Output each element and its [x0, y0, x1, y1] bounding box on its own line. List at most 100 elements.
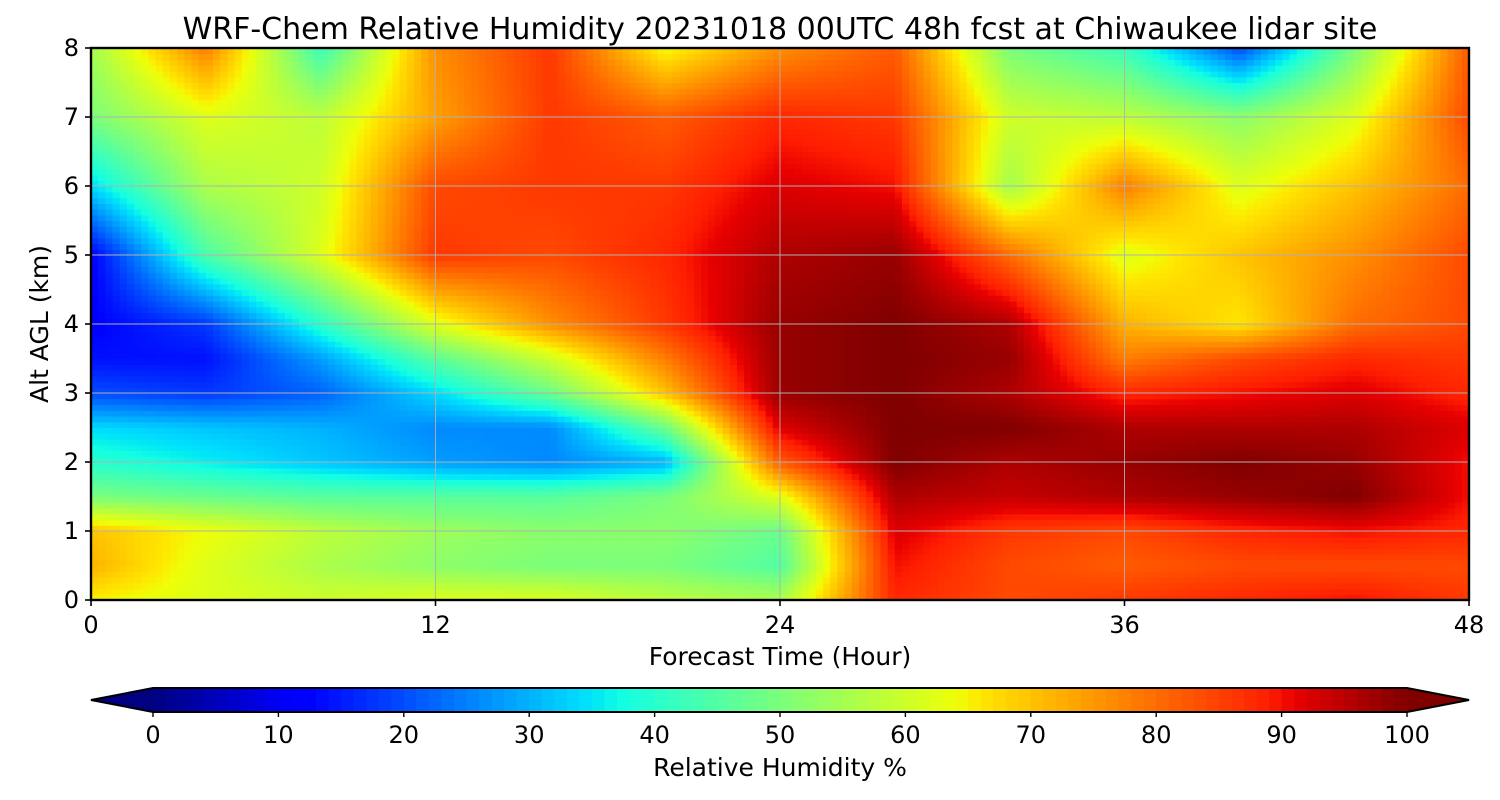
- heatmap-cell: [119, 272, 128, 279]
- heatmap-cell: [177, 496, 185, 503]
- heatmap-cell: [134, 157, 142, 164]
- heatmap-cell: [220, 191, 228, 199]
- heatmap-cell: [213, 243, 221, 250]
- heatmap-cell: [442, 324, 451, 331]
- heatmap-cell: [320, 577, 329, 584]
- heatmap-cell: [148, 82, 157, 89]
- heatmap-cell: [220, 462, 228, 469]
- heatmap-cell: [457, 536, 465, 544]
- heatmap-cell: [177, 594, 185, 600]
- heatmap-cell: [241, 347, 250, 354]
- heatmap-cell: [191, 65, 200, 72]
- heatmap-cell: [413, 341, 422, 348]
- heatmap-cell: [370, 341, 379, 348]
- heatmap-cell: [205, 186, 214, 193]
- heatmap-cell: [148, 283, 157, 291]
- heatmap-cell: [399, 140, 408, 147]
- heatmap-cell: [413, 191, 422, 199]
- heatmap-cell: [98, 375, 106, 383]
- heatmap-cell: [435, 71, 444, 78]
- heatmap-cell: [213, 180, 221, 187]
- heatmap-cell: [126, 306, 135, 314]
- heatmap-cell: [370, 456, 379, 463]
- heatmap-cell: [177, 375, 185, 383]
- heatmap-cell: [263, 324, 272, 331]
- heatmap-cell: [399, 398, 408, 406]
- heatmap-cell: [155, 347, 164, 354]
- heatmap-cell: [148, 565, 157, 572]
- heatmap-cell: [148, 490, 157, 498]
- heatmap-cell: [457, 341, 465, 348]
- heatmap-cell: [248, 65, 257, 72]
- heatmap-cell: [356, 594, 365, 600]
- heatmap-cell: [169, 548, 178, 555]
- heatmap-cell: [335, 421, 343, 429]
- heatmap-cell: [191, 490, 200, 498]
- heatmap-cell: [327, 496, 336, 503]
- heatmap-cell: [335, 341, 343, 348]
- heatmap-cell: [91, 410, 99, 417]
- heatmap-cell: [256, 151, 264, 158]
- heatmap-cell: [385, 163, 394, 170]
- heatmap-cell: [356, 513, 365, 521]
- heatmap-cell: [148, 145, 157, 153]
- heatmap-cell: [155, 531, 164, 538]
- heatmap-cell: [91, 232, 99, 239]
- heatmap-cell: [356, 163, 365, 170]
- heatmap-cell: [91, 220, 99, 227]
- heatmap-cell: [119, 548, 128, 555]
- heatmap-cell: [119, 381, 128, 388]
- heatmap-cell: [169, 140, 178, 147]
- heatmap-cell: [349, 519, 358, 526]
- heatmap-cell: [234, 329, 243, 337]
- heatmap-cell: [349, 203, 358, 210]
- heatmap-cell: [457, 496, 465, 503]
- heatmap-cell: [248, 525, 257, 532]
- heatmap-cell: [162, 283, 171, 291]
- heatmap-cell: [370, 186, 379, 193]
- heatmap-cell: [155, 99, 164, 107]
- heatmap-cell: [205, 65, 214, 72]
- heatmap-cell: [241, 364, 250, 371]
- heatmap-cell: [134, 508, 142, 515]
- heatmap-cell: [306, 76, 315, 84]
- heatmap-cell: [213, 226, 221, 233]
- heatmap-cell: [392, 375, 401, 383]
- heatmap-cell: [241, 582, 250, 590]
- heatmap-cell: [213, 186, 221, 193]
- heatmap-cell: [435, 582, 444, 590]
- heatmap-cell: [392, 508, 401, 515]
- heatmap-cell: [256, 519, 264, 526]
- heatmap-cell: [335, 577, 343, 584]
- heatmap-cell: [191, 571, 200, 578]
- heatmap-cell: [449, 496, 458, 503]
- heatmap-cell: [392, 186, 401, 193]
- heatmap-cell: [98, 410, 106, 417]
- heatmap-cell: [234, 393, 243, 400]
- heatmap-cell: [169, 519, 178, 526]
- heatmap-cell: [291, 525, 300, 532]
- heatmap-cell: [241, 301, 250, 308]
- heatmap-cell: [126, 111, 135, 118]
- heatmap-cell: [177, 542, 185, 549]
- heatmap-cell: [356, 197, 365, 204]
- heatmap-cell: [105, 168, 114, 176]
- heatmap-cell: [241, 554, 250, 561]
- heatmap-cell: [320, 542, 329, 549]
- heatmap-cell: [220, 559, 228, 567]
- heatmap-cell: [457, 335, 465, 342]
- heatmap-cell: [457, 174, 465, 181]
- heatmap-cell: [413, 249, 422, 256]
- heatmap-cell: [392, 180, 401, 187]
- heatmap-cell: [385, 312, 394, 319]
- heatmap-cell: [205, 48, 214, 55]
- heatmap-cell: [363, 467, 372, 475]
- heatmap-cell: [270, 226, 279, 233]
- heatmap-cell: [213, 76, 221, 84]
- heatmap-cell: [299, 237, 307, 245]
- heatmap-cell: [177, 76, 185, 84]
- heatmap-cell: [406, 301, 415, 308]
- heatmap-cell: [435, 519, 444, 526]
- heatmap-cell: [349, 513, 358, 521]
- heatmap-cell: [356, 421, 365, 429]
